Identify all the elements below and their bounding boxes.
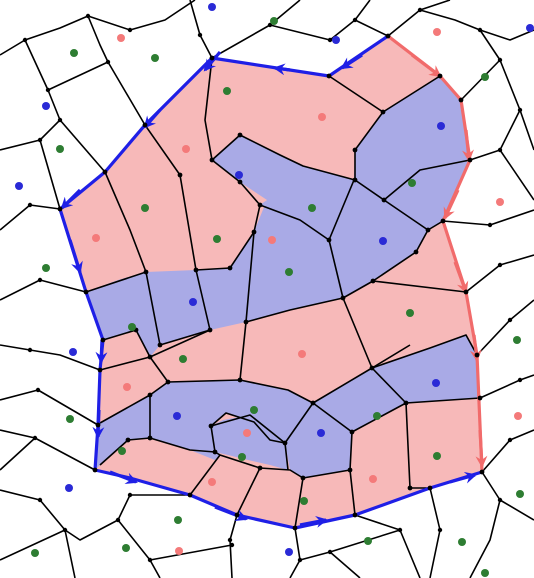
dot-green bbox=[406, 309, 414, 317]
dot-green bbox=[213, 235, 221, 243]
dot-blue bbox=[189, 298, 197, 306]
dot-green bbox=[433, 452, 441, 460]
arrow-blue-6 bbox=[68, 239, 83, 274]
dot-red bbox=[433, 28, 441, 36]
arrow-red-3 bbox=[443, 189, 460, 220]
dot-blue bbox=[526, 24, 534, 32]
dot-red bbox=[318, 113, 326, 121]
dot-green bbox=[408, 179, 416, 187]
dot-green bbox=[516, 490, 524, 498]
dot-green bbox=[285, 268, 293, 276]
arrow-blue-3 bbox=[203, 50, 222, 72]
dot-green bbox=[364, 537, 372, 545]
dot-blue bbox=[69, 348, 77, 356]
arrow-blue-9 bbox=[109, 470, 138, 485]
dot-green bbox=[223, 87, 231, 95]
dot-red bbox=[123, 383, 131, 391]
filled-regions bbox=[60, 36, 482, 528]
dot-green bbox=[308, 204, 316, 212]
dot-red bbox=[175, 547, 183, 555]
dot-blue bbox=[437, 122, 445, 130]
blue-band-lower bbox=[95, 335, 480, 478]
dot-blue bbox=[379, 237, 387, 245]
dot-green bbox=[270, 17, 278, 25]
dot-green bbox=[481, 73, 489, 81]
dot-blue bbox=[235, 171, 243, 179]
dot-green bbox=[56, 145, 64, 153]
dot-blue bbox=[317, 429, 325, 437]
dot-blue bbox=[173, 412, 181, 420]
dot-green bbox=[238, 453, 246, 461]
dot-red bbox=[182, 145, 190, 153]
dot-green bbox=[151, 54, 159, 62]
dot-red bbox=[496, 198, 504, 206]
dot-red bbox=[243, 429, 251, 437]
dot-green bbox=[179, 355, 187, 363]
arrow-blue-10 bbox=[214, 505, 248, 521]
dot-blue bbox=[285, 548, 293, 556]
dot-green bbox=[141, 204, 149, 212]
arrow-blue-1 bbox=[340, 53, 363, 70]
dot-red bbox=[369, 475, 377, 483]
blue-band-top-right bbox=[354, 76, 470, 230]
dot-red bbox=[268, 236, 276, 244]
dot-red bbox=[208, 478, 216, 486]
dot-red bbox=[117, 34, 125, 42]
dot-green bbox=[122, 544, 130, 552]
arrow-blue-2 bbox=[273, 63, 291, 76]
blue-band-center-right bbox=[254, 180, 384, 298]
arrow-blue-5 bbox=[60, 188, 82, 210]
dot-red bbox=[92, 234, 100, 242]
arrow-red-1 bbox=[411, 53, 442, 78]
dot-blue bbox=[15, 182, 23, 190]
dot-blue bbox=[208, 3, 216, 11]
dot-green bbox=[300, 497, 308, 505]
dot-blue bbox=[42, 102, 50, 110]
dot-blue bbox=[332, 36, 340, 44]
arrow-red-2 bbox=[462, 129, 474, 162]
dot-red bbox=[514, 412, 522, 420]
dot-green bbox=[128, 323, 136, 331]
blue-band-middle bbox=[86, 135, 428, 357]
dot-green bbox=[250, 406, 258, 414]
dot-green bbox=[42, 264, 50, 272]
vertices bbox=[22, 7, 523, 563]
dot-green bbox=[373, 412, 381, 420]
dot-green bbox=[70, 49, 78, 57]
boundary bbox=[58, 34, 488, 530]
dot-green bbox=[31, 549, 39, 557]
arrow-red-6 bbox=[475, 429, 488, 468]
dot-green bbox=[174, 516, 182, 524]
seed-points bbox=[15, 3, 534, 577]
dot-blue bbox=[65, 484, 73, 492]
arrow-blue-4 bbox=[143, 108, 162, 129]
arrow-blue-12 bbox=[449, 471, 477, 484]
dot-blue bbox=[432, 379, 440, 387]
dot-green bbox=[481, 569, 489, 577]
dot-green bbox=[118, 447, 126, 455]
dot-green bbox=[458, 538, 466, 546]
blue-band-inner bbox=[211, 415, 288, 470]
arrow-red-4 bbox=[453, 261, 469, 294]
dot-green bbox=[66, 415, 74, 423]
arrow-blue-11 bbox=[299, 515, 328, 528]
arrow-blue-7 bbox=[95, 339, 108, 364]
dot-green bbox=[513, 336, 521, 344]
dot-red bbox=[298, 350, 306, 358]
